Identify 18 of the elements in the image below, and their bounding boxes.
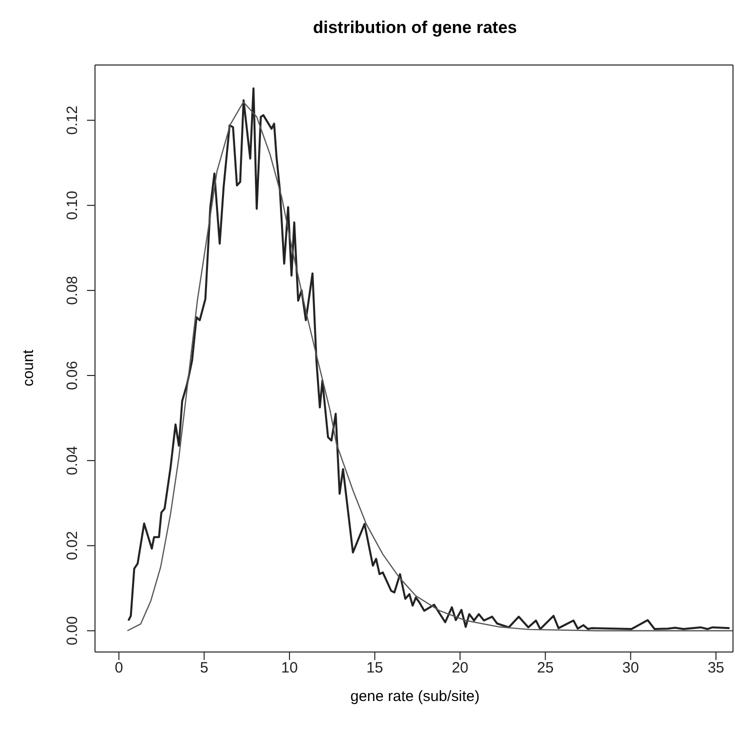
y-axis-title: count xyxy=(20,348,38,388)
x-tick-label: 5 xyxy=(200,660,208,677)
x-tick-label: 20 xyxy=(452,660,468,677)
y-tick-label: 0.04 xyxy=(64,446,81,476)
x-axis-title: gene rate (sub/site) xyxy=(349,688,481,705)
y-tick-label: 0.12 xyxy=(64,106,81,135)
x-tick-label: 15 xyxy=(366,660,384,677)
y-tick-label: 0.06 xyxy=(64,360,81,390)
y-tick-label: 0.00 xyxy=(64,616,81,646)
x-tick-label: 25 xyxy=(537,660,554,677)
x-tick-label: 30 xyxy=(622,660,639,677)
x-tick-label: 35 xyxy=(708,660,724,677)
y-tick-label: 0.02 xyxy=(64,531,81,560)
chart-title: distribution of gene rates xyxy=(312,18,518,38)
y-tick-label: 0.08 xyxy=(64,276,81,306)
y-tick-label: 0.10 xyxy=(64,190,81,220)
x-tick-label: 10 xyxy=(281,660,298,677)
x-tick-label: 0 xyxy=(114,660,124,677)
